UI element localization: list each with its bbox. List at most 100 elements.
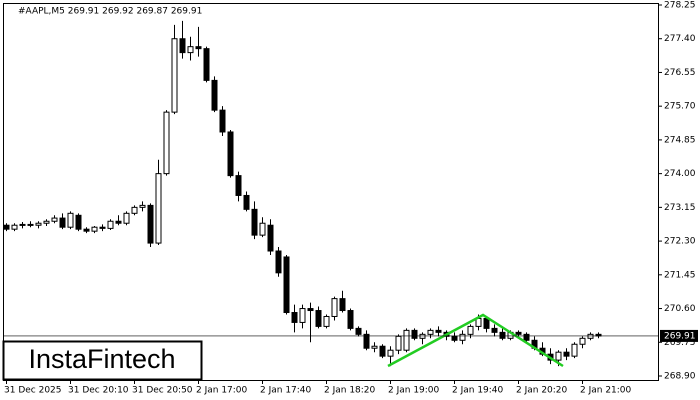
candle-body xyxy=(315,310,322,327)
candle-body xyxy=(523,333,530,341)
candle-body xyxy=(467,325,474,335)
candle-body xyxy=(19,223,26,226)
candle-body xyxy=(35,222,42,226)
candle-body xyxy=(123,212,130,224)
candle-body xyxy=(379,345,386,357)
candle-body xyxy=(347,310,354,329)
candle-body xyxy=(43,220,50,224)
y-tick-label: 274.85 xyxy=(664,135,696,145)
candle-body xyxy=(99,226,106,229)
candle-body xyxy=(491,327,498,333)
candle-body xyxy=(211,79,218,111)
candle-body xyxy=(179,38,186,54)
y-tick-label: 272.30 xyxy=(664,237,696,247)
y-tick-label: 274.00 xyxy=(664,169,696,179)
candle-body xyxy=(427,329,434,335)
candle-body xyxy=(27,223,34,226)
candle-body xyxy=(243,194,250,210)
candle-body xyxy=(387,349,394,357)
candle-body xyxy=(59,217,66,228)
candle-body xyxy=(515,331,522,335)
candle-body xyxy=(227,131,234,177)
candle-body xyxy=(587,333,594,339)
x-tick-label: 2 Jan 18:20 xyxy=(324,386,376,396)
candle-body xyxy=(323,315,330,327)
x-tick-label: 2 Jan 21:00 xyxy=(580,386,632,396)
x-tick-label: 2 Jan 17:40 xyxy=(260,386,312,396)
candle-body xyxy=(555,351,562,361)
candle-body xyxy=(147,204,154,244)
candle-body xyxy=(75,214,82,230)
candle-body xyxy=(83,228,90,232)
candle-body xyxy=(51,217,58,222)
candle-body xyxy=(483,317,490,329)
candle-body xyxy=(299,308,306,323)
candle-body xyxy=(195,46,202,50)
candle-body xyxy=(131,206,138,214)
x-tick-label: 31 Dec 20:50 xyxy=(132,386,193,396)
candle-body xyxy=(571,343,578,357)
candle-body xyxy=(203,48,210,81)
y-tick-label: 269.75 xyxy=(664,338,696,348)
candle-body xyxy=(499,331,506,339)
candle-body xyxy=(235,175,242,196)
candle-body xyxy=(91,226,98,232)
candle-body xyxy=(139,204,146,208)
x-tick-label: 31 Dec 20:10 xyxy=(68,386,129,396)
candle-body xyxy=(435,329,442,333)
logo: InstaFintech xyxy=(28,344,175,374)
y-tick-label: 278.25 xyxy=(664,1,696,11)
x-tick-label: 2 Jan 20:20 xyxy=(516,386,568,396)
candle-body xyxy=(355,327,362,335)
plot-frame xyxy=(3,3,659,381)
y-tick-label: 271.45 xyxy=(664,270,696,280)
candle-body xyxy=(579,337,586,345)
candle-body xyxy=(219,109,226,133)
y-tick-label: 275.70 xyxy=(664,102,696,112)
candle-body xyxy=(411,329,418,339)
x-tick-label: 31 Dec 2025 xyxy=(4,386,62,396)
candle-body xyxy=(371,345,378,349)
candle-body xyxy=(187,46,194,54)
candle-body xyxy=(419,333,426,339)
candle-body xyxy=(115,220,122,224)
current-price-box xyxy=(660,329,698,342)
candle-body xyxy=(307,308,314,312)
candle-body xyxy=(275,250,282,274)
header: #AAPL,M5 269.91 269.92 269.87 269.91 xyxy=(18,7,202,17)
candle-body xyxy=(363,333,370,349)
candle-body xyxy=(395,335,402,351)
x-tick-label: 2 Jan 19:00 xyxy=(388,386,440,396)
candle-body xyxy=(251,208,258,236)
candle-body xyxy=(403,329,410,351)
y-tick-label: 277.40 xyxy=(664,34,696,44)
candle-body xyxy=(451,335,458,341)
candle-body xyxy=(267,224,274,252)
double-bottom-pattern xyxy=(387,313,564,368)
candle-body xyxy=(155,173,162,244)
candle-body xyxy=(331,298,338,317)
candle-body xyxy=(67,212,74,228)
candle-body xyxy=(11,224,18,230)
x-tick-label: 2 Jan 17:00 xyxy=(196,386,248,396)
candle-body xyxy=(283,256,290,314)
candle-body xyxy=(259,222,266,236)
candle-body xyxy=(171,38,178,113)
y-tick-label: 268.90 xyxy=(664,372,696,382)
candle-body xyxy=(107,220,114,229)
candle-body xyxy=(163,111,170,175)
x-tick-label: 2 Jan 19:40 xyxy=(452,386,504,396)
logo-box xyxy=(2,340,203,381)
y-tick-label: 270.60 xyxy=(664,304,696,314)
candle-body xyxy=(291,312,298,323)
y-tick-label: 273.15 xyxy=(664,203,696,213)
current-price-label: 269.91 xyxy=(664,331,696,341)
candle-body xyxy=(339,298,346,312)
candle-body xyxy=(459,333,466,341)
candle-body xyxy=(563,351,570,357)
candle-body xyxy=(3,224,10,230)
y-tick-label: 276.55 xyxy=(664,68,696,78)
